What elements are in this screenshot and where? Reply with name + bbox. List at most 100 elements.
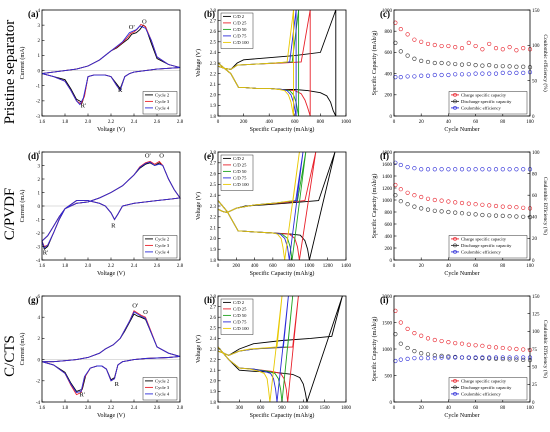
y-tick-label: 2.6 — [210, 30, 217, 35]
data-point-f-s0-11 — [466, 201, 471, 206]
y-tick-label: 1400 — [382, 175, 393, 180]
legend-entry: Cycle 3 — [155, 385, 170, 390]
y2-tick-label: 0 — [532, 259, 535, 264]
x-tick-label: 20 — [419, 264, 425, 269]
x-tick-label: 20 — [419, 120, 425, 125]
data-point-f-s1-15 — [493, 213, 499, 218]
y-tick-label: 2.8 — [210, 295, 217, 300]
y-tick-label: 600 — [385, 223, 393, 228]
x-axis-label: Cycle Number — [444, 127, 479, 133]
x-tick-label: 2.6 — [154, 406, 161, 411]
data-point-c-s2-7 — [439, 72, 444, 78]
y-tick-label: 2 — [38, 178, 41, 183]
data-point-f-s1-5 — [425, 207, 431, 212]
data-point-c-s1-9 — [453, 61, 458, 67]
data-point-c-s0-9 — [453, 44, 458, 50]
data-point-c-s0-10 — [459, 46, 465, 51]
y-tick-label: 2.5 — [210, 183, 217, 188]
data-point-i-s0-7 — [439, 338, 444, 344]
x-tick-label: 1200 — [323, 264, 334, 269]
series-line-g-2 — [41, 311, 181, 394]
legend-box — [448, 91, 528, 115]
data-point-f-s2-10 — [459, 167, 465, 172]
y2-axis-label: Coulombic Efficiency (%) — [542, 320, 549, 378]
data-point-c-s1-0 — [393, 40, 398, 45]
data-point-f-s1-3 — [412, 204, 417, 209]
y2-tick-label: 20 — [532, 237, 538, 242]
y-tick-label: -2 — [36, 380, 41, 385]
data-point-c-s2-16 — [500, 70, 505, 75]
data-point-i-s2-11 — [466, 355, 471, 360]
y-tick-label: 2.1 — [210, 369, 217, 374]
y2-tick-label: 80 — [532, 172, 538, 177]
data-point-i-s0-2 — [405, 326, 410, 331]
y2-tick-label: 100 — [532, 151, 540, 156]
x-tick-label: 400 — [251, 264, 259, 269]
data-point-i-s1-16 — [500, 356, 505, 362]
data-point-i-s0-1 — [398, 320, 403, 325]
y-axis-label: Specific Capacity (mAh/g) — [371, 174, 378, 239]
data-point-f-s2-6 — [432, 167, 437, 172]
legend-entry: C/D 2 — [233, 156, 245, 161]
y-tick-label: 500 — [385, 374, 393, 379]
data-point-c-s2-17 — [507, 70, 512, 75]
data-point-i-s2-3 — [412, 356, 417, 361]
panel-label: (d) — [28, 151, 39, 161]
legend-entry: C/D 25 — [233, 21, 247, 26]
data-point-c-s2-3 — [412, 74, 417, 79]
data-point-i-s2-5 — [425, 356, 431, 361]
y-tick-label: 600 — [385, 51, 393, 56]
x-tick-label: 2.6 — [154, 264, 161, 269]
data-point-c-s0-3 — [412, 37, 417, 42]
x-axis-label: Specific Capacity (mAh/g) — [250, 412, 315, 419]
data-point-f-s0-10 — [459, 200, 465, 206]
y-tick-label: 1600 — [382, 163, 393, 168]
y-tick-label: 3 — [38, 24, 41, 29]
peak-annotation: R — [115, 381, 120, 388]
data-point-f-s2-8 — [446, 167, 451, 172]
data-point-f-s2-0 — [393, 160, 398, 165]
data-point-f-s1-19 — [521, 214, 526, 219]
data-point-c-s1-10 — [459, 62, 465, 67]
x-tick-label: 1.8 — [62, 264, 69, 269]
y2-tick-label: 50 — [532, 79, 538, 84]
data-point-i-s0-5 — [425, 336, 431, 341]
series-line-a-0 — [41, 24, 181, 104]
y-tick-label: -3 — [36, 115, 41, 120]
panel-label: (f) — [380, 151, 389, 161]
data-point-i-s0-0 — [393, 308, 398, 313]
panel-label: (g) — [28, 295, 39, 305]
peak-annotation: O' — [132, 303, 138, 310]
y-tick-label: -3 — [36, 245, 41, 250]
legend-entry: C/D 2 — [233, 14, 245, 19]
y-tick-label: 2.5 — [210, 41, 217, 46]
data-point-i-s2-16 — [500, 355, 505, 360]
y-tick-label: -2 — [36, 232, 41, 237]
data-point-c-s2-9 — [453, 72, 458, 77]
peak-annotation: O — [159, 152, 164, 159]
peak-annotation: O' — [129, 24, 135, 31]
panel-label: (a) — [28, 9, 39, 19]
x-tick-label: 1.6 — [39, 406, 46, 411]
legend-marker — [453, 378, 457, 383]
data-point-f-s2-19 — [521, 167, 526, 172]
x-tick-label: 0 — [393, 264, 396, 269]
peak-annotation: R' — [79, 392, 85, 399]
y-tick-label: 1.9 — [210, 390, 217, 395]
data-point-c-s0-8 — [446, 43, 451, 49]
legend-entry: Coulombic efficiency — [461, 106, 502, 111]
legend-entry: Cycle 2 — [155, 379, 170, 384]
chart-panel-f: 0 20 40 60 80 1000200400600800100012001400160… — [371, 151, 549, 277]
data-point-c-s1-7 — [439, 60, 444, 66]
data-point-c-s1-14 — [487, 63, 492, 68]
data-point-c-s0-11 — [466, 40, 471, 45]
y-axis-label: Voltage (V) — [195, 192, 202, 220]
y-axis-label: Specific Capacity (mAh/g) — [371, 31, 378, 96]
x-tick-label: 1.6 — [39, 264, 46, 269]
y-tick-label: 2 — [38, 337, 41, 342]
x-tick-label: 0 — [217, 406, 220, 411]
data-point-i-s2-19 — [521, 355, 526, 360]
data-point-i-s2-9 — [453, 355, 458, 360]
chart-panel-g: 1.6 1.8 2.0 2.2 2.4 2.6 2.8 -4 -2 0 2 4 6 Voltage (V)… — [19, 295, 184, 419]
data-point-i-s1-7 — [439, 353, 444, 358]
